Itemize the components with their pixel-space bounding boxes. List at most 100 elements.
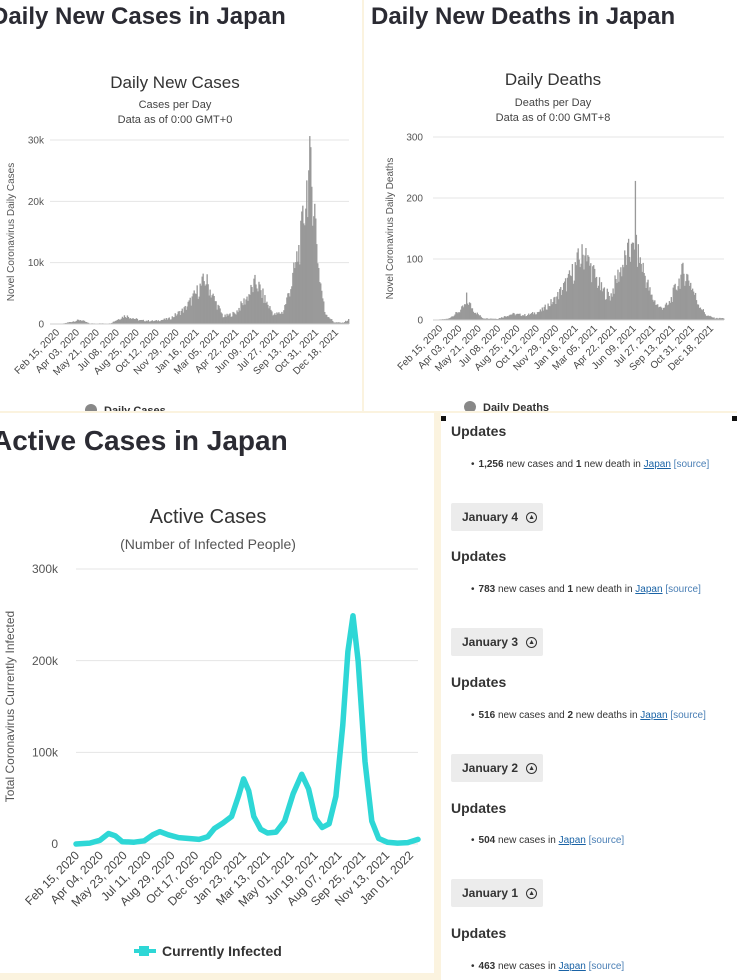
data-bar [346,321,348,324]
data-bar [81,320,84,324]
data-bar [711,317,713,320]
data-bar [559,288,561,320]
data-bar [192,293,194,324]
data-bar [473,312,476,320]
data-bar [222,317,224,324]
data-bar [274,313,276,324]
data-bar [183,307,185,324]
data-bar [340,322,342,324]
data-bar [67,322,70,324]
data-bar [151,320,154,324]
data-bar [345,320,347,324]
data-bar [548,306,550,320]
data-bar [558,299,560,320]
data-bar [450,317,452,320]
data-bar [230,317,232,324]
data-bar [723,318,725,320]
y-tick-label: 0 [38,320,44,331]
data-bar [236,310,238,324]
data-bar [608,295,610,320]
data-bar [502,317,505,320]
data-bar [65,322,68,324]
date-toggle-button[interactable]: January 3 ▲ [451,628,543,656]
country-link[interactable]: Japan [558,961,586,972]
data-bar [514,315,516,320]
source-link[interactable]: [source] [588,835,625,846]
data-bar [671,301,673,320]
data-bar [643,272,645,320]
source-link[interactable]: [source] [670,710,706,721]
source-link[interactable]: [source] [665,584,701,595]
updates-heading: Updates [451,423,507,439]
data-bar [663,307,666,320]
data-bar [283,310,285,324]
data-bar [177,311,179,324]
data-bar [259,284,261,324]
data-bar [472,311,475,320]
data-bar [516,313,518,320]
data-bar [137,320,140,324]
data-bar [292,272,294,324]
data-bar [168,317,170,324]
data-bar [271,311,273,324]
data-bar [290,289,292,324]
data-bar [474,312,477,320]
data-bar [326,314,328,324]
chevron-up-icon: ▲ [526,511,538,523]
date-toggle-button[interactable]: January 4 ▲ [451,503,543,531]
data-bar [588,256,590,320]
data-bar [517,313,519,320]
data-bar [512,312,514,320]
data-bar [122,317,125,324]
data-bar [269,306,271,324]
data-bar [262,288,264,324]
data-bar [682,262,684,320]
data-bar [658,307,660,320]
source-link[interactable]: [source] [588,961,625,972]
data-bar [597,285,600,320]
data-bar [125,317,128,324]
data-bar [529,314,531,320]
data-bar [701,310,704,320]
data-bar [629,261,632,320]
data-bar [221,313,223,324]
data-bar [571,264,574,320]
data-bar [540,311,542,320]
data-bar [496,318,498,320]
new-cases-count: 1,256 [478,459,504,470]
data-bar [694,292,697,320]
data-bar [164,319,166,324]
data-bar [232,311,234,324]
data-bar [64,322,67,324]
data-bar [123,315,126,324]
data-bar [503,316,506,320]
data-bar [273,314,275,324]
new-cases-count: 783 [478,584,496,595]
date-toggle-button[interactable]: January 2 ▲ [451,754,543,782]
country-link[interactable]: Japan [640,710,668,721]
data-bar [484,318,486,320]
data-bar [678,278,680,320]
data-bar [713,317,715,320]
data-bar [599,290,602,320]
country-link[interactable]: Japan [558,835,586,846]
data-bar [83,320,86,324]
data-bar [253,278,255,324]
data-bar [344,322,346,324]
date-toggle-button[interactable]: January 1 ▲ [451,879,543,907]
data-bar [87,322,90,324]
country-link[interactable]: Japan [643,459,671,470]
data-bar [532,314,535,320]
data-bar [130,318,133,324]
country-link[interactable]: Japan [635,584,663,595]
data-bar [595,276,598,320]
bullet: • [471,961,475,972]
data-bar [626,264,628,320]
data-bar [693,294,696,320]
data-bar [674,283,676,320]
data-bar [614,275,616,320]
source-link[interactable]: [source] [673,459,710,470]
data-bar [612,288,614,320]
data-bar [114,320,117,324]
data-bar [70,322,73,324]
